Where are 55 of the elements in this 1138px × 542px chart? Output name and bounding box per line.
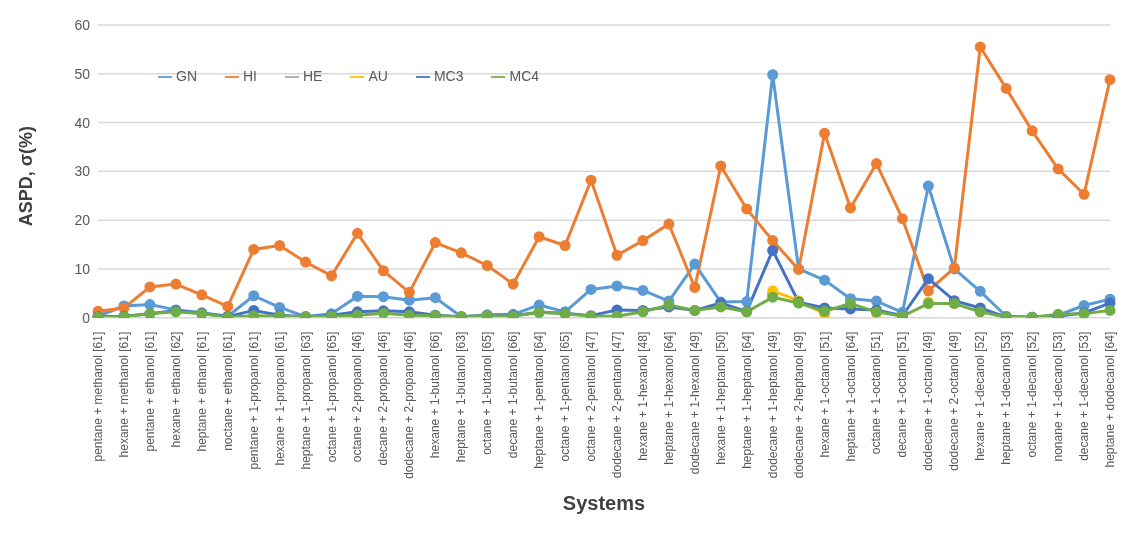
x-tick-label: decane + 1-decanol [53] [1077,331,1092,461]
x-tick-label: hexane + 1-heptanol [50] [713,331,728,465]
x-tick-label: hexane + 1-decanol [52] [973,331,988,461]
x-tick-label: heptane + 1-hexanol [64] [661,331,676,465]
x-tick-label: hexane + ethanol [62] [168,331,183,448]
y-tick-label: 50 [74,65,91,82]
x-tick-label: nonane + 1-decanol [53] [1051,331,1066,462]
x-tick-label: decane + 1-octanol [51] [895,331,910,458]
x-tick-label: heptane + 1-octanol [64] [843,331,858,462]
x-tick-label: heptane + 1-heptanol [64] [739,331,754,469]
y-tick-label: 40 [74,114,91,131]
legend-label: MC4 [509,68,540,84]
x-tick-label: dodecane + 2-octanol [49] [947,331,962,471]
x-tick-label: octane + 2-propanol [46] [350,331,365,463]
x-tick-label: octane + 1-decanol [52] [1025,331,1040,458]
x-tick-label: heptane + ethanol [61] [194,331,209,452]
x-tick-label: hexane + 1-butanol [66] [428,331,443,459]
x-tick-label: hexane + 1-octanol [51] [817,331,832,458]
y-axis-title: ASPD, σ(%) [16,126,37,227]
x-tick-label: heptane + dodecanol [64] [1103,331,1117,468]
x-tick-label: dodecane + 1-hexanol [49] [687,331,702,475]
x-tick-label: dodecane + 2-heptanol [49] [791,331,806,479]
x-tick-label: octane + 1-pentanol [65] [558,331,573,462]
x-tick-label: hexane + methanol [61] [116,331,131,458]
legend-label: AU [368,68,388,84]
x-tick-label: octane + 1-octanol [51] [869,331,884,455]
x-axis-title: Systems [562,491,646,514]
x-tick-label: pentane + 1-propanol [61] [246,331,261,470]
x-tick-label: dodecane + 2-pentanol [47] [609,331,624,479]
x-tick-label: heptane + 1-pentanol [64] [532,331,547,469]
x-tick-label: heptane + 1-propanol [63] [298,331,313,470]
y-tick-label: 10 [74,260,91,277]
x-tick-label: hexane + 1-hexanol [48] [635,331,650,461]
x-tick-label: decane + 1-butanol [66] [506,331,521,459]
y-tick-label: 0 [82,309,91,326]
legend-label: HI [243,68,257,84]
x-tick-label: heptane + 1-butanol [63] [454,331,469,463]
x-tick-label: octane + 1-propanol [65] [324,331,339,463]
x-tick-label: dodecane + 2-propanol [46] [402,331,417,479]
x-tick-label: octane + 1-butanol [65] [480,331,495,455]
x-tick-label: pentane + methanol [61] [91,331,105,462]
y-tick-label: 20 [74,212,91,229]
x-tick-label: noctane + ethanol [61] [220,331,235,451]
y-tick-label: 60 [74,16,91,33]
legend-label: MC3 [433,68,464,84]
x-tick-label: octane + 2-pentanol [47] [584,331,599,462]
x-tick-label: pentane + ethanol [61] [142,331,157,452]
legend-label: HE [303,68,323,84]
x-tick-label: heptane + 1-decanol [53] [999,331,1014,465]
y-tick-label: 30 [74,163,91,180]
x-tick-label: hexane + 1-propanol [61] [272,331,287,466]
x-tick-label: decane + 2-propanol [46] [376,331,391,466]
legend-label: GN [176,68,197,84]
x-tick-label: dodecane + 1-heptanol [49] [765,331,780,479]
x-tick-label: dodecane + 1-octanol [49] [921,331,936,471]
